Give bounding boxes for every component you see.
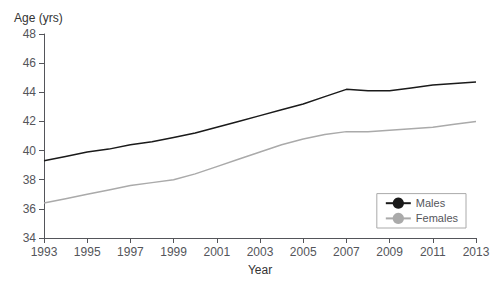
svg-text:2007: 2007	[333, 245, 360, 259]
svg-text:42: 42	[23, 114, 37, 128]
svg-text:1993: 1993	[31, 245, 58, 259]
svg-text:Age (yrs): Age (yrs)	[14, 11, 63, 25]
svg-text:2001: 2001	[203, 245, 230, 259]
svg-text:36: 36	[23, 202, 37, 216]
svg-text:34: 34	[23, 231, 37, 245]
svg-text:2009: 2009	[376, 245, 403, 259]
svg-text:2005: 2005	[290, 245, 317, 259]
svg-text:2003: 2003	[247, 245, 274, 259]
svg-text:Males: Males	[416, 197, 446, 209]
svg-text:1997: 1997	[117, 245, 144, 259]
svg-text:44: 44	[23, 85, 37, 99]
svg-text:40: 40	[23, 144, 37, 158]
svg-text:46: 46	[23, 56, 37, 70]
svg-text:1995: 1995	[74, 245, 101, 259]
svg-text:48: 48	[23, 27, 37, 41]
svg-text:Females: Females	[416, 212, 459, 224]
svg-text:2013: 2013	[463, 245, 490, 259]
svg-text:Year: Year	[248, 263, 272, 277]
svg-text:1999: 1999	[160, 245, 187, 259]
svg-text:2011: 2011	[420, 245, 446, 259]
svg-text:38: 38	[23, 173, 37, 187]
